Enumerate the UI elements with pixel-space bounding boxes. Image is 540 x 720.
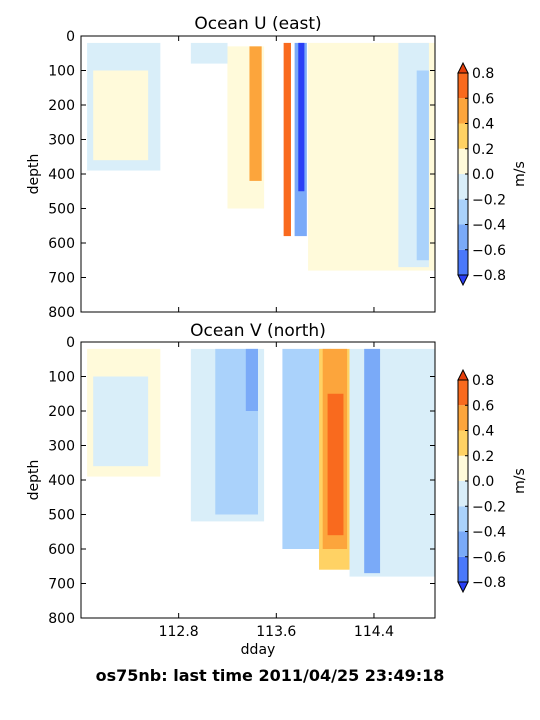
colorbar-tick-label: −0.2 [472,192,506,208]
colorbar-tick-label: 0.8 [472,66,494,82]
y-tick-label: 300 [48,439,75,455]
colorbar-tick-label: −0.8 [472,268,506,284]
colorbar-extend-min [457,581,469,594]
colorbar: −0.8 −0.6 −0.4 −0.2 0.0 0.2 0.4 0.6 0.8 m/s [457,61,528,287]
y-tick-label: 400 [48,473,75,489]
chart-title: Ocean U (east) [194,14,321,34]
data-layer [87,348,435,577]
data-cell [190,42,228,64]
panel-ocean-u: Ocean U (east) 0 100 200 300 400 500 600 700 800 d… [26,14,528,321]
y-axis-label: depth [26,154,42,195]
y-tick-label: 500 [48,508,75,524]
panel-ocean-v: Ocean V (north) 0 100 200 300 400 500 600 700 800… [26,321,528,658]
colorbar-label: m/s [512,161,528,187]
colorbar-bin [458,506,468,532]
colorbar-tick-label: −0.8 [472,575,506,591]
data-cell [245,348,258,411]
y-tick-label: 0 [66,335,75,351]
colorbar-tick-label: 0.6 [472,398,494,414]
colorbar-bin [458,148,468,174]
y-tick-label: 200 [48,404,75,420]
colorbar-bin [458,123,468,149]
colorbar-bin [458,224,468,250]
colorbar: −0.8 −0.6 −0.4 −0.2 0.0 0.2 0.4 0.6 0.8 m/s [457,368,528,594]
chart-title: Ocean V (north) [190,321,326,341]
y-axis-label: depth [26,460,42,501]
colorbar-tick-label: 0.2 [472,142,494,158]
y-tick-label: 100 [48,64,75,80]
y-tick-label: 300 [48,133,75,149]
footer-caption: os75nb: last time 2011/04/25 23:49:18 [95,666,445,685]
data-cell [249,46,262,181]
colorbar-tick-label: 0.4 [472,424,494,440]
data-cell [93,70,149,161]
y-tick-label: 0 [66,29,75,45]
colorbar-extend-max [457,368,469,381]
colorbar-tick-label: −0.2 [472,499,506,515]
colorbar-bin [458,73,468,99]
colorbar-bin [458,455,468,481]
data-cell [327,393,344,536]
colorbar-bin [458,405,468,431]
colorbar-tick-label: 0.2 [472,449,494,465]
colorbar-bin [458,249,468,275]
colorbar-bin [458,481,468,507]
colorbar-tick-label: 0.4 [472,117,494,133]
colorbar-tick-label: 0.6 [472,91,494,107]
y-tick-label: 600 [48,542,75,558]
y-tick-label: 800 [48,611,75,627]
colorbar-bin [458,556,468,582]
data-layer [87,42,435,271]
data-cell [298,42,305,192]
y-tick-label: 600 [48,236,75,252]
colorbar-tick-label: −0.4 [472,525,506,541]
colorbar-bin [458,531,468,557]
x-tick-label: 112.8 [159,624,199,640]
y-tick-label: 500 [48,202,75,218]
colorbar-tick-label: −0.6 [472,243,506,259]
colorbar-bin [458,199,468,225]
y-tick-label: 700 [48,577,75,593]
y-tick-label: 700 [48,271,75,287]
y-tick-label: 100 [48,370,75,386]
colorbar-bin [458,380,468,406]
colorbar-tick-label: −0.6 [472,550,506,566]
colorbar-tick-label: −0.4 [472,218,506,234]
x-tick-label: 114.4 [354,624,394,640]
colorbar-tick-label: 0.8 [472,373,494,389]
colorbar-extend-min [457,274,469,287]
data-cell [364,348,381,574]
x-axis-label: dday [241,642,276,658]
x-tick-label: 113.6 [256,624,296,640]
data-cell [416,70,429,261]
y-tick-label: 400 [48,167,75,183]
colorbar-label: m/s [512,468,528,494]
data-cell [349,348,435,577]
colorbar-bin [458,174,468,200]
colorbar-bin [458,98,468,124]
colorbar-bin [458,430,468,456]
colorbar-extend-max [457,61,469,74]
y-tick-label: 200 [48,98,75,114]
colorbar-tick-label: 0.0 [472,474,494,490]
colorbar-tick-label: 0.0 [472,167,494,183]
data-cell [93,376,149,467]
y-tick-label: 800 [48,305,75,321]
data-cell [283,42,291,237]
